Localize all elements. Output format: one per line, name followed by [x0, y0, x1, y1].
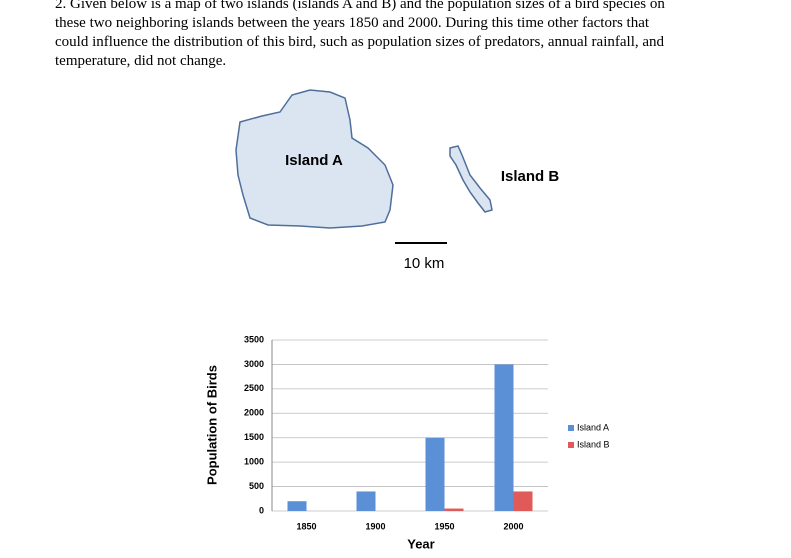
y-tick-label: 500 [249, 481, 264, 491]
legend-swatch [568, 425, 574, 431]
question-line: these two neighboring islands between th… [55, 15, 650, 31]
y-axis-title: Population of Birds [204, 365, 219, 485]
y-tick-label: 3500 [244, 334, 264, 344]
legend-label: Island A [577, 422, 609, 432]
y-tick-label: 1500 [244, 432, 264, 442]
legend-swatch [568, 442, 574, 448]
bar [513, 491, 533, 511]
question-line: temperature, did not change. [55, 53, 227, 69]
x-axis-title: Year [407, 536, 434, 551]
x-tick-label: 1900 [365, 521, 385, 531]
island-label: Island A [285, 152, 343, 169]
island-b [449, 145, 493, 213]
x-tick-label: 2000 [503, 521, 523, 531]
bar [356, 491, 376, 511]
legend-label: Island B [577, 439, 610, 449]
x-tick-label: 1850 [296, 521, 316, 531]
y-tick-label: 0 [259, 505, 264, 515]
y-tick-label: 2500 [244, 383, 264, 393]
question-line: could influence the distribution of this… [55, 34, 665, 50]
y-tick-label: 2000 [244, 408, 264, 418]
x-tick-label: 1950 [434, 521, 454, 531]
y-tick-label: 3000 [244, 359, 264, 369]
island-label: Island B [501, 168, 560, 185]
y-tick-label: 1000 [244, 457, 264, 467]
bar [287, 501, 307, 511]
bar [494, 364, 514, 511]
bar [425, 437, 445, 511]
scale-label: 10 km [404, 255, 445, 272]
bar [444, 508, 464, 511]
island-a [235, 89, 394, 229]
question-line: 2. Given below is a map of two islands (… [55, 0, 665, 12]
